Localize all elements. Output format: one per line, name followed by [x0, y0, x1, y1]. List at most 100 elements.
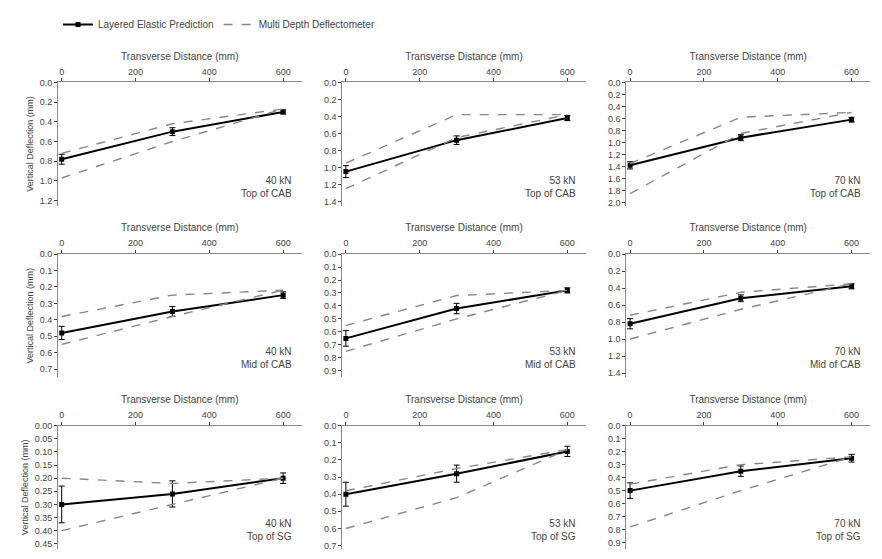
svg-text:40 kNTop of SG: 40 kNTop of SG [247, 518, 292, 542]
svg-text:Vertical Deflection (mm): Vertical Deflection (mm) [25, 96, 35, 192]
svg-text:400: 400 [202, 67, 217, 77]
svg-text:1.6: 1.6 [608, 174, 621, 184]
svg-text:0.25: 0.25 [35, 486, 53, 496]
svg-text:0: 0 [59, 238, 64, 248]
svg-text:0.4: 0.4 [324, 301, 337, 311]
svg-text:0.20: 0.20 [35, 473, 53, 483]
svg-text:200: 200 [696, 410, 711, 420]
svg-text:400: 400 [770, 410, 785, 420]
svg-text:0.5: 0.5 [608, 486, 621, 496]
svg-text:0.0: 0.0 [40, 78, 53, 88]
svg-text:0.1: 0.1 [608, 434, 621, 444]
svg-text:40 kNMid of CAB: 40 kNMid of CAB [241, 346, 292, 370]
svg-text:0.1: 0.1 [324, 438, 337, 448]
svg-text:1.0: 1.0 [608, 138, 621, 148]
svg-text:0.6: 0.6 [608, 114, 621, 124]
svg-text:0.4: 0.4 [40, 117, 53, 127]
svg-text:0.3: 0.3 [608, 460, 621, 470]
svg-text:0.3: 0.3 [324, 288, 337, 298]
svg-text:0.4: 0.4 [40, 315, 53, 325]
svg-text:200: 200 [412, 238, 427, 248]
svg-text:0.8: 0.8 [40, 156, 53, 166]
svg-text:0.4: 0.4 [608, 283, 621, 293]
svg-text:1.4: 1.4 [608, 162, 621, 172]
svg-text:1.8: 1.8 [608, 186, 621, 196]
svg-text:0.2: 0.2 [324, 95, 337, 105]
svg-text:0: 0 [628, 238, 633, 248]
svg-text:0.8: 0.8 [324, 353, 337, 363]
svg-text:40 kNTop of CAB: 40 kNTop of CAB [241, 175, 292, 199]
svg-text:0.4: 0.4 [324, 489, 337, 499]
svg-text:1.4: 1.4 [324, 197, 337, 207]
svg-text:0.0: 0.0 [608, 78, 621, 88]
svg-text:0.40: 0.40 [35, 526, 53, 536]
svg-text:1.0: 1.0 [40, 176, 53, 186]
svg-text:Transverse Distance (mm): Transverse Distance (mm) [405, 394, 522, 405]
svg-text:0.1: 0.1 [40, 266, 53, 276]
svg-text:Transverse Distance (mm): Transverse Distance (mm) [689, 51, 806, 62]
svg-text:1.0: 1.0 [608, 334, 621, 344]
svg-text:53 kNMid of CAB: 53 kNMid of CAB [525, 346, 576, 370]
svg-text:0.0: 0.0 [608, 421, 621, 431]
svg-text:0.30: 0.30 [35, 500, 53, 510]
svg-text:0.2: 0.2 [608, 447, 621, 457]
svg-text:1.0: 1.0 [324, 163, 337, 173]
svg-text:Vertical Deflection (mm): Vertical Deflection (mm) [20, 440, 30, 536]
svg-text:400: 400 [770, 238, 785, 248]
svg-text:Multi Depth Deflectometer: Multi Depth Deflectometer [259, 19, 375, 30]
svg-text:0.8: 0.8 [608, 126, 621, 136]
svg-text:600: 600 [560, 67, 575, 77]
svg-text:Transverse Distance (mm): Transverse Distance (mm) [405, 51, 522, 62]
svg-text:0.6: 0.6 [324, 524, 337, 534]
svg-text:0: 0 [343, 67, 348, 77]
svg-text:0.5: 0.5 [40, 331, 53, 341]
svg-text:70 kNTop of CAB: 70 kNTop of CAB [810, 175, 861, 199]
svg-text:1.2: 1.2 [608, 351, 621, 361]
svg-text:0.3: 0.3 [40, 299, 53, 309]
svg-text:400: 400 [486, 67, 501, 77]
svg-text:0.8: 0.8 [324, 146, 337, 156]
svg-text:600: 600 [560, 410, 575, 420]
svg-text:0.45: 0.45 [35, 539, 53, 549]
svg-text:0.6: 0.6 [324, 129, 337, 139]
svg-text:0: 0 [59, 410, 64, 420]
svg-text:0.6: 0.6 [40, 348, 53, 358]
svg-text:Transverse Distance (mm): Transverse Distance (mm) [689, 222, 806, 233]
svg-text:0.4: 0.4 [608, 473, 621, 483]
svg-text:0.6: 0.6 [40, 137, 53, 147]
svg-text:2.0: 2.0 [608, 198, 621, 208]
svg-text:600: 600 [844, 238, 859, 248]
svg-text:600: 600 [276, 238, 291, 248]
svg-text:200: 200 [128, 67, 143, 77]
svg-text:0.7: 0.7 [608, 512, 621, 522]
svg-text:600: 600 [276, 410, 291, 420]
svg-text:Vertical Deflection (mm): Vertical Deflection (mm) [25, 268, 35, 364]
svg-text:200: 200 [696, 238, 711, 248]
svg-text:Transverse Distance (mm): Transverse Distance (mm) [405, 222, 522, 233]
svg-text:0.3: 0.3 [324, 472, 337, 482]
svg-text:200: 200 [412, 410, 427, 420]
svg-text:1.2: 1.2 [324, 180, 337, 190]
svg-text:200: 200 [128, 410, 143, 420]
svg-text:400: 400 [770, 67, 785, 77]
svg-text:1.2: 1.2 [608, 150, 621, 160]
svg-text:0.0: 0.0 [324, 249, 337, 259]
svg-text:0.9: 0.9 [324, 366, 337, 376]
svg-text:0.6: 0.6 [608, 499, 621, 509]
svg-text:0.5: 0.5 [324, 506, 337, 516]
svg-text:Transverse Distance (mm): Transverse Distance (mm) [121, 222, 238, 233]
svg-text:Layered Elastic Prediction: Layered Elastic Prediction [98, 19, 214, 30]
svg-text:0.6: 0.6 [324, 327, 337, 337]
svg-text:0.10: 0.10 [35, 447, 53, 457]
svg-text:200: 200 [128, 238, 143, 248]
svg-text:53 kNTop of SG: 53 kNTop of SG [531, 518, 576, 542]
svg-text:Transverse Distance (mm): Transverse Distance (mm) [121, 51, 238, 62]
svg-text:0.0: 0.0 [40, 249, 53, 259]
svg-text:400: 400 [486, 238, 501, 248]
svg-text:Transverse Distance (mm): Transverse Distance (mm) [121, 394, 238, 405]
svg-text:0: 0 [628, 410, 633, 420]
svg-text:0.5: 0.5 [324, 314, 337, 324]
svg-text:0.7: 0.7 [324, 340, 337, 350]
svg-text:0.2: 0.2 [40, 282, 53, 292]
svg-text:400: 400 [202, 238, 217, 248]
